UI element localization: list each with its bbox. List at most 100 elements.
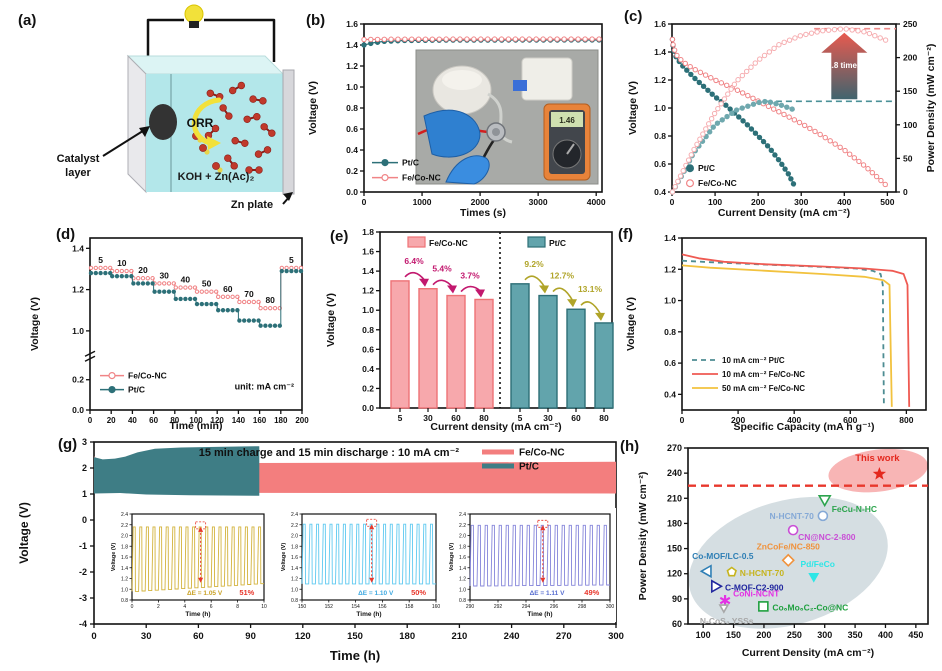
svg-text:1.6: 1.6 — [362, 247, 374, 257]
svg-text:Voltage (V): Voltage (V) — [281, 543, 287, 571]
svg-text:1.6: 1.6 — [346, 19, 358, 29]
svg-text:2000: 2000 — [471, 197, 490, 207]
svg-text:80: 80 — [170, 416, 179, 425]
svg-text:50: 50 — [202, 279, 212, 289]
svg-text:Time (h): Time (h) — [527, 611, 552, 618]
svg-text:1.6: 1.6 — [459, 555, 466, 561]
svg-text:0: 0 — [362, 197, 367, 207]
panel-f-capacity-chart: 0 200 400 600 800 0.4 0.6 0.8 1.0 1.2 1.4 Specific … — [625, 233, 927, 433]
svg-text:13.1%: 13.1% — [578, 284, 603, 294]
svg-text:400: 400 — [837, 197, 851, 207]
svg-text:Voltage (V): Voltage (V) — [449, 543, 455, 571]
svg-text:50 mA cm⁻² Fe/Co-NC: 50 mA cm⁻² Fe/Co-NC — [722, 384, 805, 393]
svg-text:0.4: 0.4 — [664, 389, 676, 399]
svg-text:layer: layer — [65, 167, 91, 179]
svg-text:30: 30 — [543, 413, 553, 423]
svg-text:Co₆Mo₆C₂-Co@NC: Co₆Mo₆C₂-Co@NC — [772, 602, 848, 612]
panel-letter-g: (g) — [58, 436, 78, 453]
svg-text:1.0: 1.0 — [346, 82, 358, 92]
panel-letter-e: (e) — [330, 228, 349, 245]
svg-text:500: 500 — [880, 197, 894, 207]
svg-text:300: 300 — [608, 631, 624, 642]
svg-text:2.2: 2.2 — [121, 523, 128, 529]
svg-text:51%: 51% — [239, 588, 254, 597]
panel-letter-d: (d) — [56, 226, 76, 243]
svg-text:30: 30 — [159, 270, 169, 280]
svg-text:Time (h): Time (h) — [330, 648, 380, 663]
svg-text:250: 250 — [787, 630, 802, 640]
svg-text:Voltage (V): Voltage (V) — [111, 543, 117, 571]
svg-text:240: 240 — [667, 468, 682, 478]
svg-text:10: 10 — [261, 604, 267, 610]
svg-text:4000: 4000 — [587, 197, 606, 207]
svg-text:60: 60 — [193, 631, 204, 642]
svg-text:0.6: 0.6 — [654, 159, 666, 169]
svg-text:Times (s): Times (s) — [460, 207, 506, 219]
svg-text:Fe/Co-NC: Fe/Co-NC — [402, 173, 441, 183]
svg-text:0.0: 0.0 — [346, 187, 358, 197]
svg-text:2.0: 2.0 — [459, 534, 466, 540]
svg-text:150: 150 — [347, 631, 363, 642]
svg-text:0.2: 0.2 — [72, 375, 84, 385]
svg-text:1.2: 1.2 — [459, 577, 466, 583]
svg-text:1.4: 1.4 — [291, 566, 298, 572]
svg-text:-1: -1 — [79, 541, 87, 551]
svg-text:0.8: 0.8 — [362, 325, 374, 335]
svg-text:40: 40 — [181, 275, 191, 285]
svg-text:0.0: 0.0 — [72, 405, 84, 415]
svg-text:ΔE = 1.11 V: ΔE = 1.11 V — [530, 590, 566, 597]
svg-text:1.2: 1.2 — [291, 577, 298, 583]
svg-text:2: 2 — [157, 604, 160, 610]
svg-text:296: 296 — [550, 604, 559, 610]
svg-text:Power Density (mW cm⁻²): Power Density (mW cm⁻²) — [637, 472, 649, 601]
svg-text:200: 200 — [751, 197, 765, 207]
svg-text:This work: This work — [855, 453, 900, 464]
svg-text:Current Density (mA cm⁻²): Current Density (mA cm⁻²) — [718, 207, 850, 219]
svg-text:Time (h): Time (h) — [356, 611, 381, 618]
panel-a-schematic: ORR Catalyst layer KOH + Zn(Ac)₂ Zn plate — [57, 4, 295, 211]
svg-text:Current Density (mA cm⁻²): Current Density (mA cm⁻²) — [742, 647, 874, 659]
svg-text:Catalyst: Catalyst — [57, 153, 100, 165]
svg-text:Voltage (V): Voltage (V) — [627, 81, 639, 135]
svg-text:Voltage (V): Voltage (V) — [17, 502, 31, 564]
svg-text:unit: mA cm⁻²: unit: mA cm⁻² — [235, 381, 294, 391]
svg-text:15 min charge and 15 min disch: 15 min charge and 15 min discharge : 10 … — [199, 447, 460, 459]
svg-text:1.6: 1.6 — [654, 19, 666, 29]
svg-text:150: 150 — [298, 604, 307, 610]
panel-letter-b: (b) — [306, 12, 326, 29]
svg-text:160: 160 — [432, 604, 441, 610]
panel-e-bar-chart: 0.0 0.2 0.4 0.6 0.8 1.0 1.2 1.4 1.6 1.8 Current de… — [325, 227, 614, 433]
svg-text:Pt/C: Pt/C — [549, 238, 566, 248]
svg-text:Voltage (V): Voltage (V) — [325, 293, 337, 347]
svg-text:300: 300 — [817, 630, 832, 640]
svg-text:N-CoS₂ YSSs: N-CoS₂ YSSs — [700, 616, 754, 626]
svg-text:5: 5 — [398, 413, 403, 423]
svg-text:298: 298 — [578, 604, 587, 610]
svg-text:1.0: 1.0 — [362, 305, 374, 315]
svg-text:70: 70 — [244, 289, 254, 299]
svg-text:60: 60 — [451, 413, 461, 423]
svg-text:Pt/C: Pt/C — [519, 462, 539, 473]
svg-text:Power Density (mW cm⁻²): Power Density (mW cm⁻²) — [925, 44, 937, 173]
svg-text:100: 100 — [189, 416, 203, 425]
svg-text:0: 0 — [131, 604, 134, 610]
svg-text:1.0: 1.0 — [291, 587, 298, 593]
photo-inset: 1.46 — [415, 49, 599, 185]
panel-letter-f: (f) — [618, 226, 633, 243]
svg-text:C-MOF-C2-900: C-MOF-C2-900 — [725, 582, 784, 592]
svg-text:154: 154 — [351, 604, 360, 610]
panel-letter-c: (c) — [624, 8, 643, 25]
svg-text:450: 450 — [908, 630, 923, 640]
svg-text:292: 292 — [494, 604, 503, 610]
panel-d-rate-chart: 0 20 40 60 80 100 120 140 160 180 200 1.4 1.2 1.0 0.2 0… — [29, 237, 309, 432]
svg-text:1.4: 1.4 — [72, 243, 84, 253]
svg-text:800: 800 — [899, 415, 913, 425]
svg-text:20: 20 — [107, 416, 116, 425]
svg-text:160: 160 — [253, 416, 267, 425]
svg-text:Pt/C: Pt/C — [402, 158, 419, 168]
svg-text:80: 80 — [599, 413, 609, 423]
svg-text:2.0: 2.0 — [291, 534, 298, 540]
svg-text:0.4: 0.4 — [654, 187, 666, 197]
svg-text:1.0: 1.0 — [654, 103, 666, 113]
